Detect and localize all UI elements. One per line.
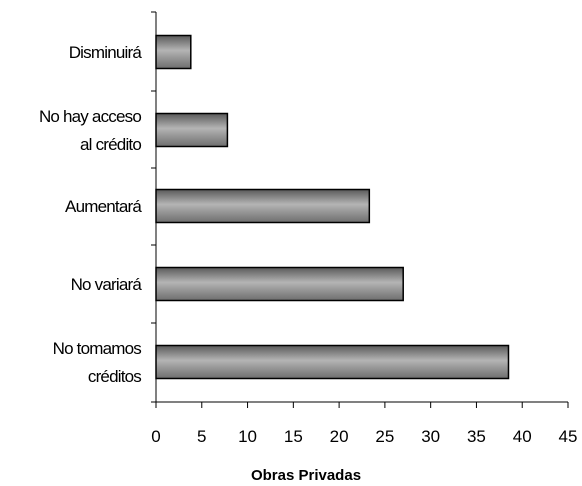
labels-layer: 0 5 10 15 20 25 30 35 40 45 Disminuirá No hay acces… [39, 43, 578, 446]
category-label: Aumentará [65, 197, 142, 216]
x-tick-label: 30 [421, 427, 440, 446]
category-label: créditos [88, 367, 141, 386]
bars-layer [155, 34, 510, 380]
x-tick-label: 5 [197, 427, 206, 446]
bar-5 [155, 344, 510, 380]
x-tick-label: 15 [284, 427, 303, 446]
x-tick-label: 20 [330, 427, 349, 446]
bar-3 [155, 188, 371, 224]
x-tick-label: 25 [375, 427, 394, 446]
bar-2 [155, 112, 229, 148]
bar-1 [155, 34, 192, 70]
x-tick-label: 40 [513, 427, 532, 446]
category-label: al crédito [80, 135, 141, 154]
category-label: No hay acceso [39, 107, 141, 126]
axes-layer [151, 11, 569, 408]
category-label: Disminuirá [69, 43, 143, 62]
bar-4 [155, 266, 404, 302]
x-axis-title: Obras Privadas [251, 467, 361, 484]
x-tick-label: 35 [467, 427, 486, 446]
x-tick-label: 0 [151, 427, 160, 446]
x-tick-label: 10 [238, 427, 257, 446]
category-label: No tomamos [53, 339, 142, 358]
x-tick-label: 45 [559, 427, 578, 446]
category-label: No variará [71, 275, 143, 294]
